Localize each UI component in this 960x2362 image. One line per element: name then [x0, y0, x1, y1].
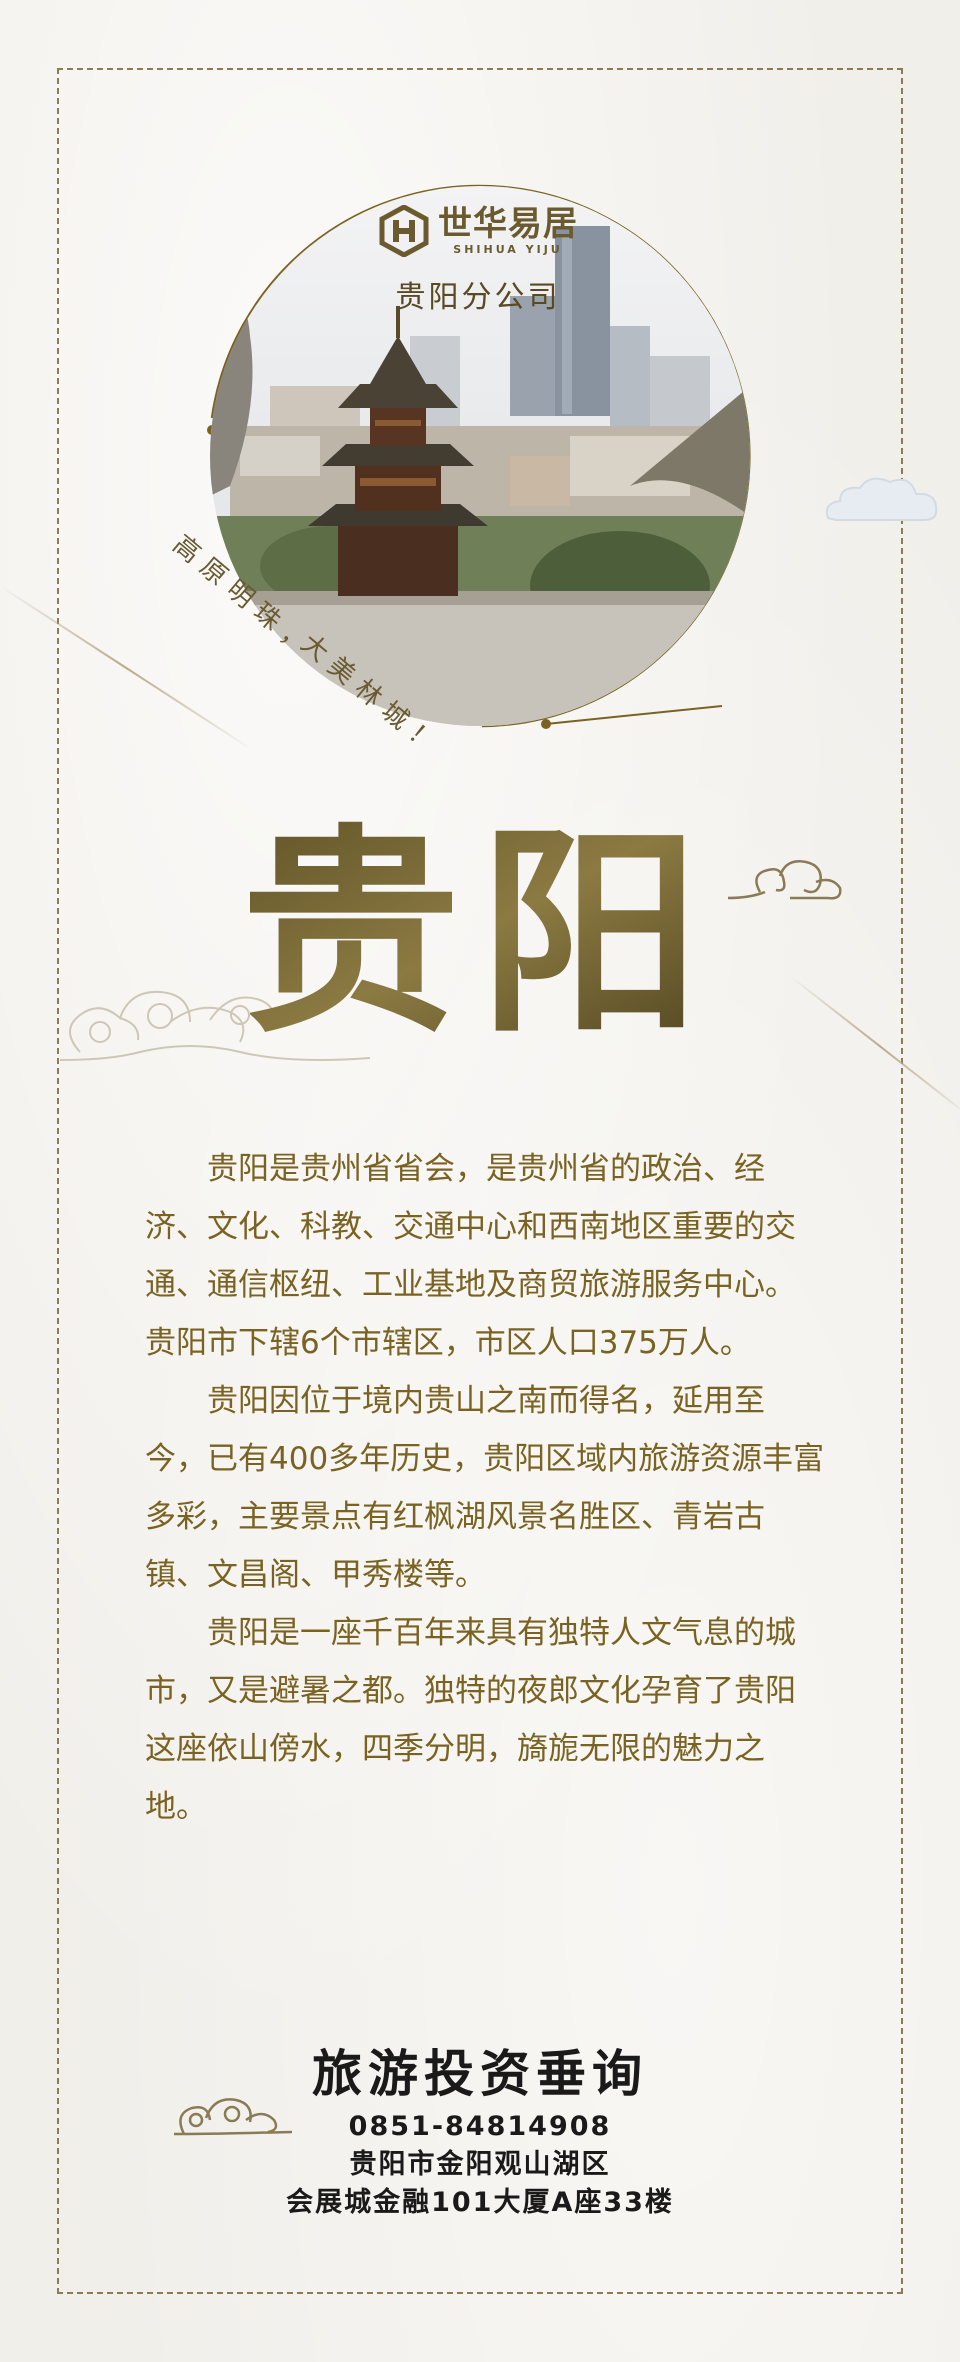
cloud-icon: [825, 477, 938, 521]
brand-name-en: SHIHUA YIJU: [453, 242, 563, 256]
branch-name: 贵阳分公司: [395, 280, 561, 315]
dashed-frame: [57, 68, 903, 2294]
brand-name: 世华易居: [438, 203, 578, 244]
contact-title: 旅游投资垂询: [312, 2045, 648, 2103]
intro-paragraph: 贵阳因位于境内贵山之南而得名，延用至今，已有400多年历史，贵阳区域内旅游资源丰…: [145, 1383, 825, 1593]
brand-logo: 世华易居 SHIHUA YIJU: [358, 205, 598, 305]
intro-text: 贵阳是贵州省省会，是贵州省的政治、经济、文化、科教、交通中心和西南地区重要的交通…: [145, 1140, 825, 1836]
cloud-icon: [727, 860, 842, 900]
guiyang-pavilion-photo: [210, 186, 750, 726]
city-title: 贵阳: [250, 803, 710, 1060]
city-title-text: 贵阳: [250, 803, 710, 1060]
contact-section: 旅游投资垂询 0851-84814908 贵阳市金阳观山湖区 会展城金融101大…: [0, 2040, 960, 2222]
intro-paragraph: 贵阳是一座千百年来具有独特人文气息的城市，又是避暑之都。独特的夜郎文化孕育了贵阳…: [145, 1615, 796, 1825]
intro-paragraph: 贵阳是贵州省省会，是贵州省的政治、经济、文化、科教、交通中心和西南地区重要的交通…: [145, 1151, 796, 1361]
cloud-icon: [173, 2098, 293, 2136]
contact-address-line1: 贵阳市金阳观山湖区: [349, 2149, 611, 2180]
brand-hexagon-icon: [379, 205, 429, 257]
hero-photo-circle: [182, 158, 778, 754]
contact-address-line2: 会展城金融101大厦A座33楼: [286, 2187, 674, 2218]
contact-phone: 0851-84814908: [348, 2111, 612, 2142]
cloud-icon: [59, 990, 371, 1061]
